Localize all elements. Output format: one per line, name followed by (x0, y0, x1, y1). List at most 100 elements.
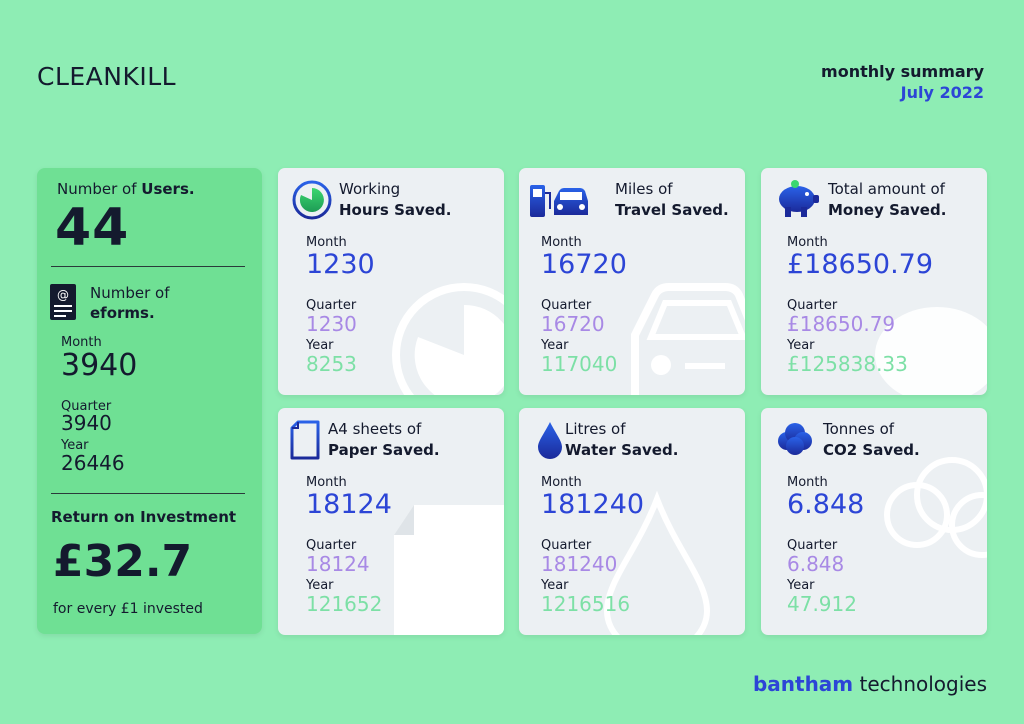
car-watermark-icon (631, 283, 745, 395)
month-label: Month (306, 235, 347, 250)
eforms-month-label: Month (61, 335, 102, 350)
card-hours-saved: Working Hours Saved. Month 1230 Quarter … (278, 168, 504, 395)
piggy-watermark-icon (875, 307, 987, 395)
year-value: 1216516 (541, 592, 631, 616)
fuel-car-icon (530, 185, 588, 217)
card-paper-saved: A4 sheets of Paper Saved. Month 18124 Qu… (278, 408, 504, 635)
quarter-label: Quarter (541, 538, 592, 553)
card-title-line1: Tonnes of (823, 420, 895, 438)
month-value: 6.848 (787, 489, 865, 520)
cloud-icon (778, 423, 812, 455)
card-title: A4 sheets of Paper Saved. (328, 419, 440, 461)
card-title-line1: Miles of (615, 180, 673, 198)
month-label: Month (541, 235, 582, 250)
card-title-line2: Hours Saved. (339, 201, 452, 219)
footer-brand-bold: bantham (752, 672, 854, 696)
card-money-saved: Total amount of Money Saved. Month £1865… (761, 168, 987, 395)
roi-subtext: for every £1 invested (53, 601, 203, 617)
card-title-line1: Litres of (565, 420, 626, 438)
year-label: Year (541, 578, 569, 593)
quarter-label: Quarter (787, 298, 838, 313)
card-co2-saved: Tonnes of CO2 Saved. Month 6.848 Quarter… (761, 408, 987, 635)
eform-icon: @ (50, 284, 76, 320)
quarter-value: 181240 (541, 552, 618, 576)
year-value: £125838.33 (787, 352, 908, 376)
card-title-line2: CO2 Saved. (823, 441, 920, 459)
year-label: Year (541, 338, 569, 353)
water-drop-watermark-icon (603, 491, 711, 635)
eforms-month-value: 3940 (61, 348, 138, 383)
quarter-label: Quarter (306, 298, 357, 313)
summary-period: July 2022 (900, 83, 984, 102)
card-title-line1: Working (339, 180, 401, 198)
eforms-quarter-value: 3940 (61, 411, 112, 435)
month-label: Month (787, 475, 828, 490)
month-label: Month (787, 235, 828, 250)
roi-label: Return on Investment (51, 508, 237, 526)
paper-icon (290, 420, 320, 460)
month-value: 1230 (306, 249, 375, 280)
month-value: 16720 (541, 249, 627, 280)
card-title-line2: Paper Saved. (328, 441, 440, 459)
quarter-value: 6.848 (787, 552, 845, 576)
footer-brand: bantham technologies (753, 672, 987, 696)
card-travel-saved: Miles of Travel Saved. Month 16720 Quart… (519, 168, 745, 395)
card-water-saved: Litres of Water Saved. Month 181240 Quar… (519, 408, 745, 635)
divider (51, 493, 245, 494)
roi-value: £32.7 (53, 536, 193, 587)
summary-title: monthly summary (821, 62, 984, 81)
brand-name: CLEANKILL (37, 62, 177, 91)
users-value: 44 (55, 198, 130, 258)
quarter-label: Quarter (306, 538, 357, 553)
card-title-line2: Water Saved. (565, 441, 679, 459)
card-title: Working Hours Saved. (339, 179, 451, 221)
users-label-prefix: Number of (57, 180, 142, 198)
quarter-value: 1230 (306, 312, 357, 336)
users-panel: Number of Users. 44 @ Number of eforms. … (37, 168, 262, 634)
cloud-watermark-icon (884, 457, 987, 558)
card-title: Total amount of Money Saved. (828, 179, 946, 221)
year-label: Year (306, 578, 334, 593)
card-title-line1: Total amount of (828, 180, 945, 198)
quarter-label: Quarter (541, 298, 592, 313)
year-label: Year (787, 338, 815, 353)
year-label: Year (787, 578, 815, 593)
card-title: Tonnes of CO2 Saved. (823, 419, 920, 461)
month-label: Month (306, 475, 347, 490)
quarter-value: £18650.79 (787, 312, 896, 336)
summary-header: monthly summary July 2022 (821, 62, 984, 102)
users-label-bold: Users. (141, 180, 195, 198)
year-value: 117040 (541, 352, 618, 376)
card-title-line2: Money Saved. (828, 201, 947, 219)
eforms-year-label: Year (61, 438, 89, 453)
year-value: 8253 (306, 352, 357, 376)
year-value: 121652 (306, 592, 383, 616)
eforms-label-line1: Number of (90, 284, 170, 302)
eforms-label-line2: eforms. (90, 304, 155, 322)
quarter-label: Quarter (787, 538, 838, 553)
eforms-year-value: 26446 (61, 451, 125, 475)
year-value: 47.912 (787, 592, 857, 616)
footer-brand-rest: technologies (853, 672, 987, 696)
month-value: 181240 (541, 489, 645, 520)
clock-icon (292, 180, 332, 220)
clock-watermark-icon (392, 283, 504, 395)
piggy-bank-icon (779, 180, 819, 217)
svg-text:@: @ (57, 288, 69, 302)
card-title: Litres of Water Saved. (565, 419, 678, 461)
divider (51, 266, 245, 267)
water-drop-icon (538, 422, 562, 459)
eforms-label: Number of eforms. (90, 283, 169, 323)
quarter-value: 18124 (306, 552, 370, 576)
card-title-line2: Travel Saved. (615, 201, 729, 219)
paper-watermark-icon (394, 505, 504, 635)
card-title-line1: A4 sheets of (328, 420, 422, 438)
quarter-value: 16720 (541, 312, 605, 336)
month-value: £18650.79 (787, 249, 934, 280)
year-label: Year (306, 338, 334, 353)
users-label: Number of Users. (57, 180, 195, 198)
eforms-quarter-label: Quarter (61, 399, 112, 414)
card-title: Miles of Travel Saved. (615, 179, 729, 221)
month-value: 18124 (306, 489, 392, 520)
month-label: Month (541, 475, 582, 490)
